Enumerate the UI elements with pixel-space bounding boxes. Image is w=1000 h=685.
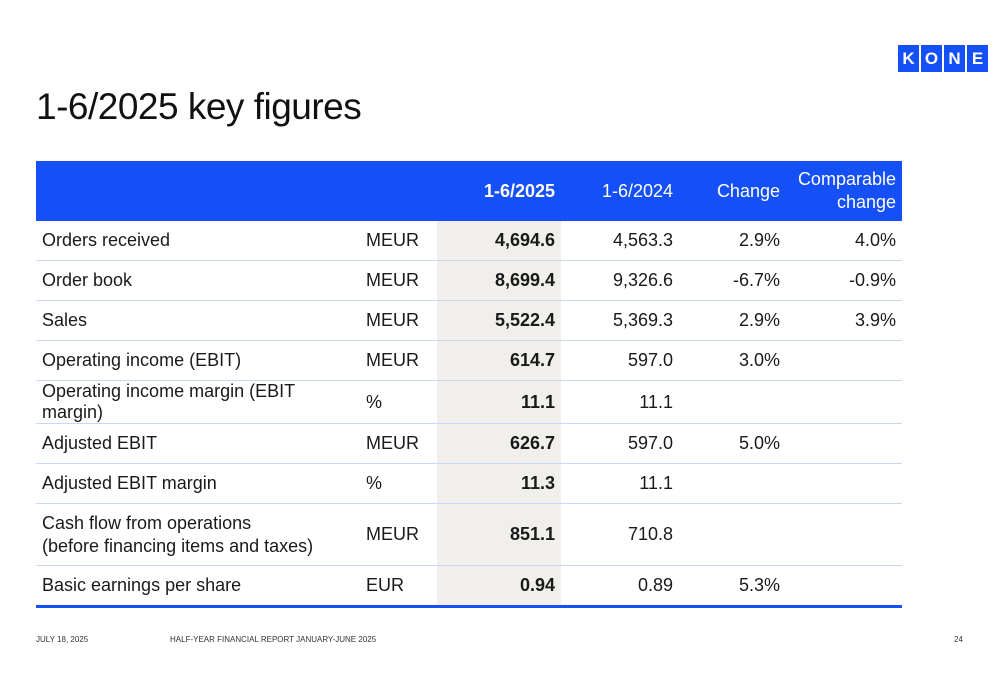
row-current-value: 11.3 bbox=[437, 463, 561, 504]
row-comparable-change bbox=[786, 340, 902, 381]
row-current-value: 11.1 bbox=[437, 380, 561, 424]
row-comparable-change bbox=[786, 380, 902, 424]
row-label: Operating income margin (EBIT margin) bbox=[36, 380, 360, 424]
row-previous-value: 597.0 bbox=[561, 423, 679, 464]
table-row: Orders received MEUR 4,694.6 4,563.3 2.9% 4.0… bbox=[36, 221, 902, 261]
row-previous-value: 710.8 bbox=[561, 503, 679, 566]
row-comparable-change bbox=[786, 565, 902, 608]
row-previous-value: 11.1 bbox=[561, 463, 679, 504]
row-unit: % bbox=[360, 380, 437, 424]
row-change bbox=[679, 380, 786, 424]
row-previous-value: 11.1 bbox=[561, 380, 679, 424]
footer-date: JULY 18, 2025 bbox=[36, 635, 89, 644]
row-label-text: Basic earnings per share bbox=[42, 575, 242, 595]
footer-report-title: HALF-YEAR FINANCIAL REPORT JANUARY-JUNE … bbox=[170, 635, 377, 644]
row-previous-value: 4,563.3 bbox=[561, 221, 679, 261]
row-current-value: 626.7 bbox=[437, 423, 561, 464]
header-comparable-change: Comparable change bbox=[786, 161, 902, 221]
row-label-text: Cash flow from operations bbox=[42, 512, 252, 533]
row-label: Sales bbox=[36, 300, 360, 341]
row-label: Order book bbox=[36, 260, 360, 301]
row-unit: MEUR bbox=[360, 221, 437, 261]
logo-letter-e: E bbox=[967, 45, 988, 72]
table-row: Operating income (EBIT) MEUR 614.7 597.0 3.0… bbox=[36, 340, 902, 381]
row-label: Adjusted EBIT bbox=[36, 423, 360, 464]
row-change: 5.0% bbox=[679, 423, 786, 464]
row-current-value: 5,522.4 bbox=[437, 300, 561, 341]
row-current-value: 8,699.4 bbox=[437, 260, 561, 301]
header-unit bbox=[360, 161, 437, 221]
logo-letter-o: O bbox=[921, 45, 942, 72]
header-previous-period: 1-6/2024 bbox=[561, 161, 679, 221]
row-unit: MEUR bbox=[360, 300, 437, 341]
row-comparable-change: -0.9% bbox=[786, 260, 902, 301]
row-comparable-change: 4.0% bbox=[786, 221, 902, 261]
row-previous-value: 9,326.6 bbox=[561, 260, 679, 301]
table-row: Basic earnings per share EUR 0.94 0.89 5.3% bbox=[36, 565, 902, 608]
table-row: Order book MEUR 8,699.4 9,326.6 -6.7% -0.9% bbox=[36, 260, 902, 301]
row-label-text: Orders received bbox=[42, 230, 171, 250]
row-label: Basic earnings per share bbox=[36, 565, 360, 608]
row-change: -6.7% bbox=[679, 260, 786, 301]
row-label-subtext: (before financing items and taxes) bbox=[42, 535, 314, 556]
row-current-value: 614.7 bbox=[437, 340, 561, 381]
row-current-value: 4,694.6 bbox=[437, 221, 561, 261]
key-figures-table: 1-6/2025 1-6/2024 Change Comparable chan… bbox=[36, 161, 902, 608]
row-comparable-change bbox=[786, 503, 902, 566]
logo-letter-k: K bbox=[898, 45, 919, 72]
row-change: 5.3% bbox=[679, 565, 786, 608]
row-unit: MEUR bbox=[360, 503, 437, 566]
header-label bbox=[36, 161, 360, 221]
row-unit: EUR bbox=[360, 565, 437, 608]
row-comparable-change bbox=[786, 423, 902, 464]
table-row: Adjusted EBIT margin% 11.3 11.1 bbox=[36, 463, 902, 504]
row-label: Operating income (EBIT) bbox=[36, 340, 360, 381]
row-label: Orders received bbox=[36, 221, 360, 261]
row-unit: MEUR bbox=[360, 340, 437, 381]
row-comparable-change: 3.9% bbox=[786, 300, 902, 341]
row-unit: MEUR bbox=[360, 423, 437, 464]
row-change: 2.9% bbox=[679, 300, 786, 341]
kone-logo: K O N E bbox=[898, 45, 988, 72]
table-row: Cash flow from operations (before financi… bbox=[36, 503, 902, 566]
row-previous-value: 0.89 bbox=[561, 565, 679, 608]
row-change bbox=[679, 503, 786, 566]
row-unit: MEUR bbox=[360, 260, 437, 301]
page-title: 1-6/2025 key figures bbox=[36, 86, 362, 127]
row-label-text: Order book bbox=[42, 270, 133, 290]
table-row: Adjusted EBIT MEUR 626.7 597.0 5.0% bbox=[36, 423, 902, 464]
header-current-period: 1-6/2025 bbox=[437, 161, 561, 221]
row-current-value: 851.1 bbox=[437, 503, 561, 566]
row-unit: % bbox=[360, 463, 437, 504]
row-label-text: Adjusted EBIT margin bbox=[42, 473, 217, 493]
row-label-text: Operating income margin (EBIT margin) bbox=[42, 381, 295, 422]
row-previous-value: 5,369.3 bbox=[561, 300, 679, 341]
row-label-text: Sales bbox=[42, 310, 88, 330]
row-label-text: Adjusted EBIT bbox=[42, 433, 158, 453]
row-change bbox=[679, 463, 786, 504]
row-comparable-change bbox=[786, 463, 902, 504]
table-row: Sales MEUR 5,522.4 5,369.3 2.9% 3.9% bbox=[36, 300, 902, 341]
table-row: Operating income margin (EBIT margin)% 11… bbox=[36, 380, 902, 424]
header-change: Change bbox=[679, 161, 786, 221]
footer-page-number: 24 bbox=[954, 635, 963, 644]
row-previous-value: 597.0 bbox=[561, 340, 679, 381]
logo-letter-n: N bbox=[944, 45, 965, 72]
table-header-row: 1-6/2025 1-6/2024 Change Comparable chan… bbox=[36, 161, 902, 221]
row-current-value: 0.94 bbox=[437, 565, 561, 608]
row-label: Cash flow from operations (before financi… bbox=[36, 503, 360, 566]
row-change: 3.0% bbox=[679, 340, 786, 381]
row-label: Adjusted EBIT margin bbox=[36, 463, 360, 504]
row-label-text: Operating income (EBIT) bbox=[42, 350, 242, 370]
row-change: 2.9% bbox=[679, 221, 786, 261]
